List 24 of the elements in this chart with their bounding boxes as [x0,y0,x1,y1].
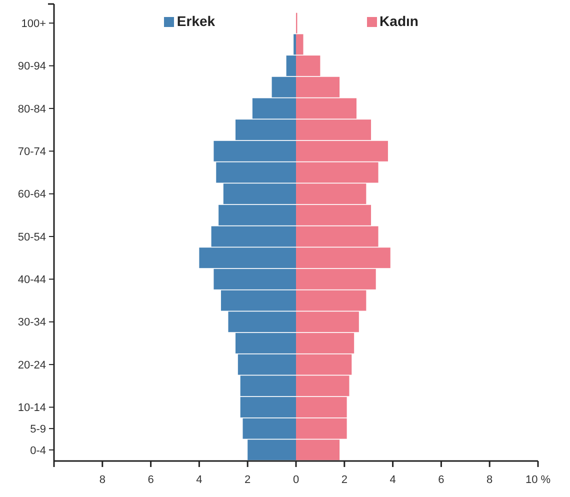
x-tick-label: 6 [438,474,444,486]
y-tick-label: 50-54 [18,231,46,244]
legend-label: Kadın [380,13,418,29]
y-tick-label: 100+ [21,18,46,30]
y-tick-label: 30-34 [18,316,46,329]
y-tick-label: 0-4 [30,444,46,457]
legend-label: Erkek [176,13,216,29]
y-tick-label: 70-74 [18,146,46,158]
x-tick-label: 8 [99,474,106,486]
y-tick-label: 60-64 [18,188,46,201]
y-tick-label: 10-14 [18,402,46,414]
y-tick-label: 80-84 [18,103,46,116]
y-tick-label: 90-94 [18,60,46,73]
x-tick-label: 2 [341,474,348,486]
y-tick-label: 20-24 [18,359,46,372]
x-tick-label: 6 [148,474,154,486]
x-tick-label: 4 [196,474,202,486]
x-tick-label: 10 % [525,474,551,486]
x-tick-label: 8 [486,474,493,486]
x-tick-label: 2 [244,474,251,486]
y-tick-label: 5-9 [30,423,46,436]
x-tick-label: 4 [390,474,396,486]
x-tick-label: 0 [292,474,300,486]
y-tick-label: 40-44 [18,274,46,286]
